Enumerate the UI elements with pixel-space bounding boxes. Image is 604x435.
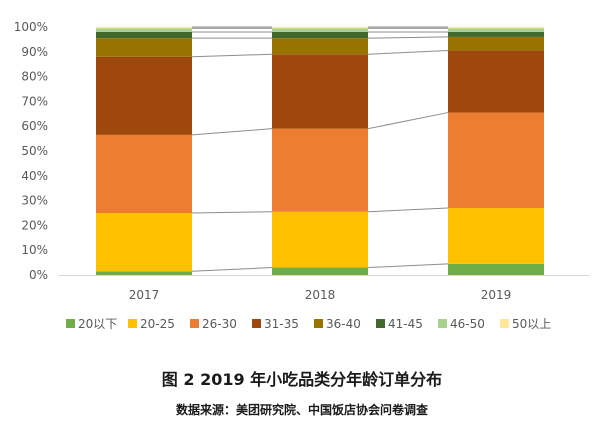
bar-segment bbox=[272, 27, 368, 29]
bar-segment bbox=[272, 54, 368, 129]
bar-segment bbox=[448, 112, 544, 209]
bar-segment bbox=[96, 31, 192, 39]
bar-segment bbox=[96, 28, 192, 32]
legend-swatch bbox=[128, 319, 137, 328]
x-tick-label: 2018 bbox=[305, 288, 336, 302]
stacked-bar-chart: 0%10%20%30%40%50%60%70%80%90%100% 2017 20… bbox=[14, 20, 590, 331]
bar-segment bbox=[448, 50, 544, 113]
bar-segment bbox=[272, 211, 368, 268]
legend-label: 46-50 bbox=[450, 317, 485, 331]
series-line bbox=[367, 207, 449, 213]
y-tick-label: 80% bbox=[21, 70, 48, 84]
bar-segment bbox=[96, 27, 192, 29]
y-tick-label: 20% bbox=[21, 218, 48, 232]
bar-segment bbox=[272, 128, 368, 212]
bar-segment bbox=[448, 36, 544, 51]
y-tick-label: 100% bbox=[14, 20, 48, 34]
bar-segment bbox=[448, 208, 544, 264]
bar-segment bbox=[96, 38, 192, 57]
series-line bbox=[191, 128, 273, 136]
legend-swatch bbox=[438, 319, 447, 328]
legend-label: 20以下 bbox=[78, 317, 117, 331]
bar-segment bbox=[272, 31, 368, 39]
legend-swatch bbox=[252, 319, 261, 328]
legend-swatch bbox=[500, 319, 509, 328]
y-tick-label: 10% bbox=[21, 243, 48, 257]
bar-segment bbox=[272, 28, 368, 32]
series-line bbox=[191, 267, 273, 272]
bar-segment bbox=[96, 271, 192, 275]
y-tick-label: 30% bbox=[21, 194, 48, 208]
bar-segment bbox=[448, 28, 544, 32]
legend-label: 36-40 bbox=[326, 317, 361, 331]
x-axis: 2017 2018 2019 bbox=[129, 288, 512, 302]
y-axis: 0% 10% 20% 30% 40% 50% 60% 70% 80% 90% 100% bbox=[14, 20, 590, 282]
y-tick-label: 60% bbox=[21, 119, 48, 133]
bar-segment bbox=[96, 56, 192, 135]
bar-segment bbox=[448, 31, 544, 37]
y-tick-label: 50% bbox=[21, 144, 48, 158]
bar-segment bbox=[96, 213, 192, 272]
series-line bbox=[367, 50, 449, 55]
figure-caption: 图 2 2019 年小吃品类分年龄订单分布 bbox=[161, 370, 443, 389]
legend-label: 50以上 bbox=[512, 317, 551, 331]
legend-swatch bbox=[190, 319, 199, 328]
legend-swatch bbox=[66, 319, 75, 328]
legend-swatch bbox=[314, 319, 323, 328]
series-line bbox=[367, 112, 449, 130]
legend-swatch bbox=[376, 319, 385, 328]
series-lines bbox=[191, 26, 449, 272]
series-line bbox=[367, 263, 449, 269]
data-source-note: 数据来源：美团研究院、中国饭店协会问卷调查 bbox=[175, 403, 428, 417]
bars bbox=[96, 27, 544, 275]
y-tick-label: 90% bbox=[21, 45, 48, 59]
y-tick-label: 0% bbox=[29, 268, 48, 282]
legend-label: 31-35 bbox=[264, 317, 299, 331]
legend-label: 41-45 bbox=[388, 317, 423, 331]
x-tick-label: 2017 bbox=[129, 288, 160, 302]
series-line bbox=[191, 211, 273, 214]
bar-segment bbox=[448, 263, 544, 275]
legend-label: 26-30 bbox=[202, 317, 237, 331]
y-tick-label: 70% bbox=[21, 94, 48, 108]
legend: 20以下 20-25 26-30 31-35 36-40 41-45 46-50 50以上 bbox=[66, 317, 551, 331]
legend-label: 20-25 bbox=[140, 317, 175, 331]
bar-segment bbox=[448, 27, 544, 29]
x-tick-label: 2019 bbox=[481, 288, 512, 302]
series-line bbox=[191, 53, 273, 58]
y-tick-label: 40% bbox=[21, 169, 48, 183]
bar-segment bbox=[96, 134, 192, 213]
bar-segment bbox=[272, 38, 368, 55]
bar-segment bbox=[272, 267, 368, 275]
series-line bbox=[367, 36, 449, 39]
